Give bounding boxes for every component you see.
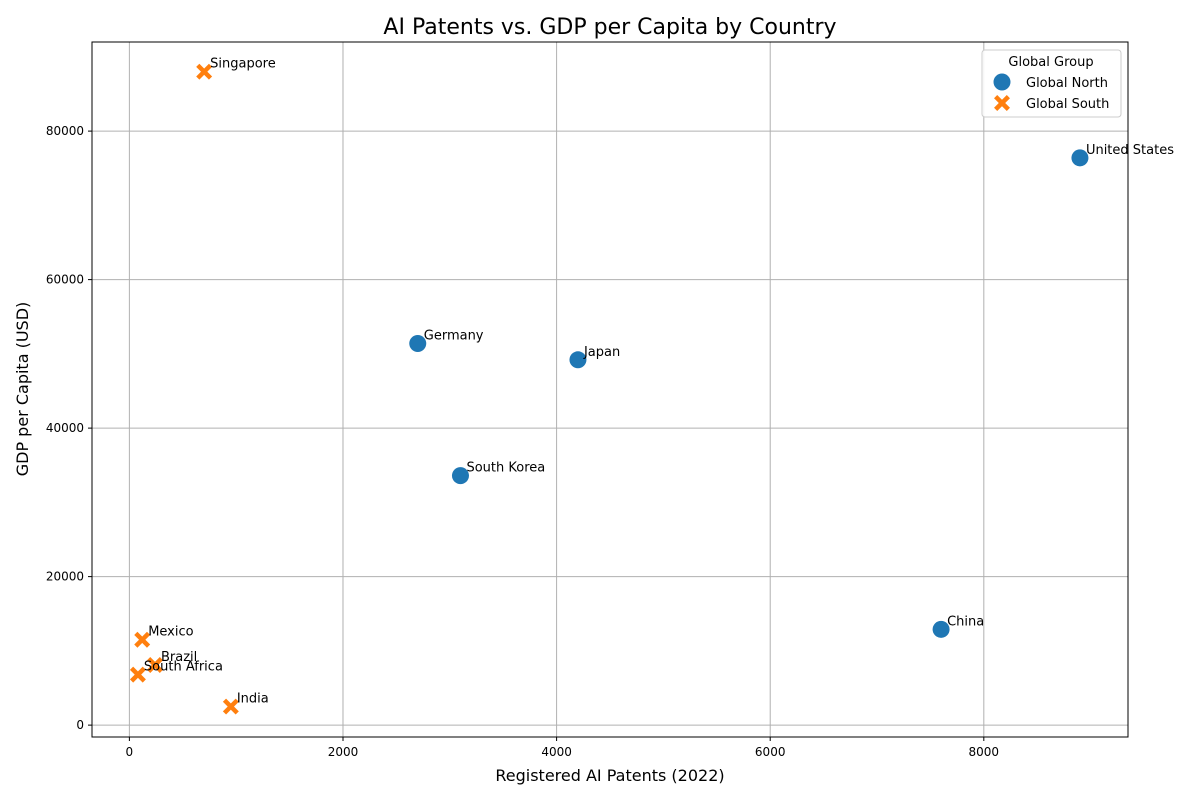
legend: Global Group Global North Global South (982, 50, 1121, 117)
x-tick-label: 0 (126, 745, 134, 759)
point-label: China (947, 614, 984, 629)
point-label: India (237, 692, 269, 707)
point-label: Mexico (148, 625, 193, 640)
x-marker (224, 700, 237, 713)
x-marker (132, 668, 145, 681)
legend-entry-label: Global North (1026, 76, 1108, 91)
x-marker (136, 633, 149, 646)
x-tick-label: 6000 (755, 745, 786, 759)
y-tick-label: 20000 (46, 570, 84, 584)
chart-title: AI Patents vs. GDP per Capita by Country (383, 15, 836, 40)
point-label: Singapore (210, 57, 276, 72)
point-label: South Africa (144, 660, 223, 675)
legend-circle-marker (994, 74, 1011, 91)
y-tick-label: 0 (76, 718, 84, 732)
x-tick-label: 8000 (969, 745, 1000, 759)
point-label: South Korea (466, 461, 545, 476)
x-marker (198, 65, 211, 78)
plot-area-frame (92, 42, 1128, 737)
x-tick-label: 4000 (541, 745, 572, 759)
data-points (132, 65, 1089, 713)
y-tick-label: 80000 (46, 124, 84, 138)
point-label: Germany (424, 328, 484, 343)
y-tick-label: 40000 (46, 421, 84, 435)
point-label: Japan (583, 345, 620, 360)
point-labels: United States Germany Japan South Korea Chin… (144, 57, 1174, 707)
grid-lines (92, 42, 1128, 737)
legend-entry-label: Global South (1026, 97, 1109, 112)
y-axis-label: GDP per Capita (USD) (13, 302, 32, 477)
x-tick-label: 2000 (328, 745, 359, 759)
legend-title: Global Group (1008, 55, 1093, 70)
x-axis-label: Registered AI Patents (2022) (495, 766, 724, 785)
point-label: United States (1086, 143, 1174, 158)
y-tick-label: 60000 (46, 273, 84, 287)
